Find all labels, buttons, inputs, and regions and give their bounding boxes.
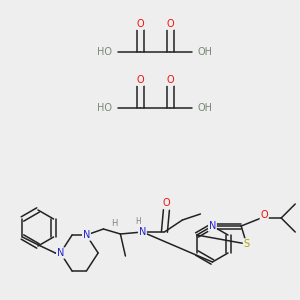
- Text: N: N: [139, 227, 146, 237]
- Text: O: O: [260, 210, 268, 220]
- Text: O: O: [136, 19, 144, 29]
- Text: HO: HO: [97, 47, 112, 57]
- Text: N: N: [57, 248, 64, 258]
- Text: H: H: [111, 220, 118, 229]
- Text: H: H: [136, 218, 141, 226]
- Text: N: N: [83, 230, 90, 240]
- Text: OH: OH: [198, 47, 213, 57]
- Text: OH: OH: [198, 103, 213, 113]
- Text: HO: HO: [97, 103, 112, 113]
- Text: S: S: [244, 239, 250, 249]
- Text: O: O: [163, 198, 170, 208]
- Text: O: O: [166, 75, 174, 85]
- Text: O: O: [166, 19, 174, 29]
- Text: N: N: [209, 221, 216, 231]
- Text: O: O: [136, 75, 144, 85]
